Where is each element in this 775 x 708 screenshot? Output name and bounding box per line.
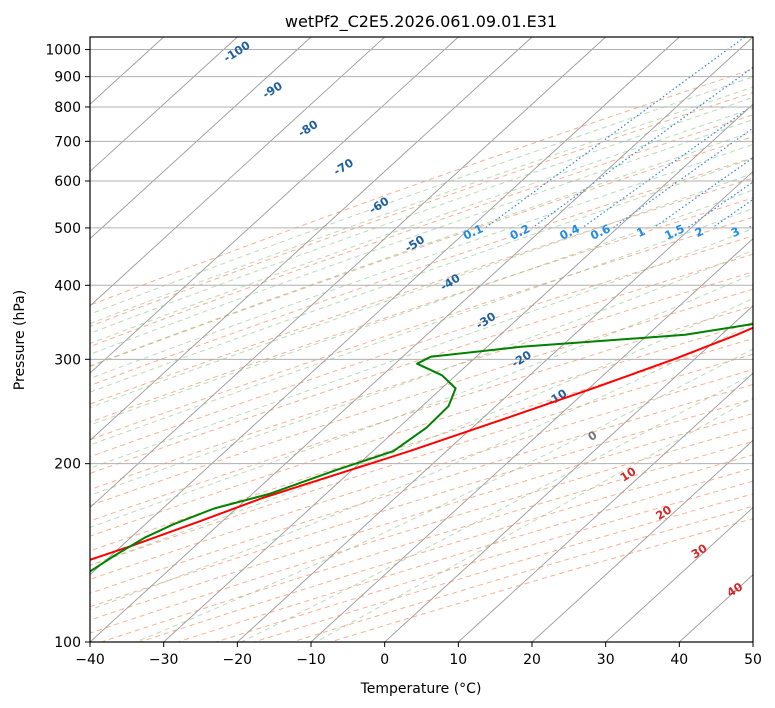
y-tick-label: 600 <box>54 174 81 190</box>
isotherm-line <box>457 372 753 642</box>
moist-adiabat <box>315 397 753 642</box>
dry-adiabat <box>90 271 753 491</box>
y-tick-label: 300 <box>54 352 81 368</box>
moist-adiabat <box>90 143 753 379</box>
isotherms <box>90 37 753 642</box>
y-axis-title: Pressure (hPa) <box>12 290 28 390</box>
x-axis: −40 −30 −20 −10 0 10 20 30 40 50 <box>75 652 762 668</box>
isotherm-line <box>531 439 753 642</box>
y-tick-label: 800 <box>54 100 81 116</box>
dry-adiabat <box>90 368 753 580</box>
y-tick-label: 100 <box>54 635 81 651</box>
dry-adiabat <box>90 337 753 552</box>
chart-title: wetPf2_C2E5.2026.061.09.01.E31 <box>285 12 557 32</box>
moist-adiabat <box>90 96 753 334</box>
moist-adiabat <box>90 157 753 393</box>
y-tick-label: 700 <box>54 134 81 150</box>
x-tick-label: −40 <box>75 652 105 668</box>
isotherm-line <box>90 37 459 374</box>
moist-adiabat <box>90 86 753 325</box>
x-tick-label: 50 <box>744 652 762 668</box>
plot-frame <box>89 36 754 643</box>
mixing-ratio-line <box>484 37 746 229</box>
dry-adiabat <box>290 505 753 642</box>
mixing-ratio-line <box>531 66 753 229</box>
mixing-ratio-line <box>653 157 753 229</box>
dry-adiabat <box>90 398 753 608</box>
isotherm-line <box>90 37 606 509</box>
temperature-profile <box>90 326 753 561</box>
isotherm-line <box>90 37 312 240</box>
moist-adiabat <box>90 172 753 409</box>
y-tick-label: 200 <box>54 457 81 473</box>
x-tick-label: 20 <box>523 652 541 668</box>
isotherm-line <box>310 238 753 642</box>
isotherm-line <box>604 506 753 642</box>
y-tick-label: 1000 <box>45 43 81 59</box>
moist-adiabats <box>90 76 753 642</box>
dry-adiabat <box>90 288 753 507</box>
y-axis: 100 200 300 400 500 600 700 800 900 1000 <box>45 43 81 651</box>
moist-adiabat <box>90 189 753 426</box>
dry-adiabat <box>90 157 753 387</box>
moist-adiabat <box>90 273 753 528</box>
dry-adiabat <box>137 454 753 642</box>
y-tick-label: 400 <box>54 278 81 294</box>
moist-adiabat <box>90 131 753 367</box>
dry-adiabat <box>90 68 753 306</box>
dry-adiabat <box>90 91 753 327</box>
isobars <box>90 49 753 642</box>
isotherm-line <box>236 170 753 642</box>
x-tick-label: −10 <box>296 652 326 668</box>
isotherm-line <box>90 37 753 642</box>
y-tick-label: 500 <box>54 221 81 237</box>
isotherm-line <box>162 103 753 642</box>
y-tick-label: 900 <box>54 70 81 86</box>
dry-adiabat <box>90 321 753 537</box>
x-tick-label: −30 <box>149 652 179 668</box>
x-tick-label: 0 <box>380 652 389 668</box>
moist-adiabat <box>90 107 753 345</box>
isotherm-line <box>90 37 533 441</box>
x-tick-label: 40 <box>670 652 688 668</box>
dry-adiabat <box>90 136 753 367</box>
tick-marks <box>85 49 754 647</box>
dry-adiabat <box>90 427 753 634</box>
mixing-ratio-lines <box>484 37 753 229</box>
dry-adiabat <box>90 216 753 441</box>
x-tick-label: −20 <box>223 652 253 668</box>
x-tick-label: 10 <box>449 652 467 668</box>
isotherm-line <box>90 37 385 307</box>
x-tick-label: 30 <box>597 652 615 668</box>
x-axis-title: Temperature (°C) <box>360 681 482 697</box>
dry-adiabats <box>90 68 753 642</box>
moist-adiabat <box>90 76 753 315</box>
dewpoint-profile <box>90 322 753 573</box>
isotherm-line <box>90 37 238 173</box>
moist-adiabat <box>90 297 753 566</box>
dry-adiabat <box>214 480 753 642</box>
